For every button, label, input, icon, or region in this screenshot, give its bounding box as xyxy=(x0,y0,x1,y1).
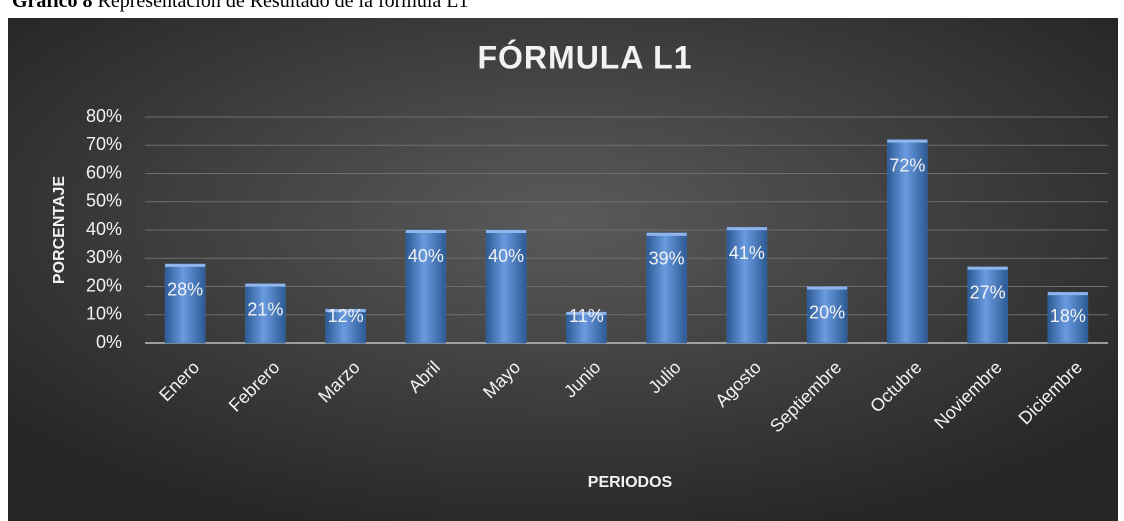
y-tick-label: 30% xyxy=(86,247,122,267)
bar-top xyxy=(726,227,767,231)
data-label: 28% xyxy=(167,280,203,300)
x-axis-title: PERIODOS xyxy=(588,474,673,491)
data-label: 18% xyxy=(1050,306,1086,326)
y-tick-label: 20% xyxy=(86,275,122,295)
bar-top xyxy=(566,311,607,315)
data-label: 11% xyxy=(569,306,604,326)
data-label: 40% xyxy=(488,246,524,266)
bar-top xyxy=(245,283,286,287)
y-tick-label: 80% xyxy=(86,106,122,126)
bar-top xyxy=(325,309,366,313)
caption-text: Representación de Resultado de la fórmul… xyxy=(97,0,469,12)
caption: Gráfico 8 Representación de Resultado de… xyxy=(12,0,469,13)
bar xyxy=(1047,291,1089,344)
y-tick-label: 60% xyxy=(86,162,122,182)
bar xyxy=(726,226,768,344)
data-label: 40% xyxy=(408,246,444,266)
y-tick-label: 40% xyxy=(86,219,122,239)
chart-title: FÓRMULA L1 xyxy=(477,39,692,75)
data-label: 39% xyxy=(649,249,685,269)
bar-top xyxy=(807,286,848,290)
y-tick-label: 10% xyxy=(86,304,122,324)
bar-top xyxy=(165,263,206,267)
bar xyxy=(806,286,848,344)
bar xyxy=(566,311,607,344)
y-tick-label: 70% xyxy=(86,134,122,154)
y-tick-label: 0% xyxy=(96,332,122,352)
data-label: 41% xyxy=(729,243,765,263)
data-label: 72% xyxy=(889,155,925,175)
bar-top xyxy=(887,139,928,143)
bar xyxy=(164,263,206,344)
data-label: 20% xyxy=(809,302,845,322)
bar-top xyxy=(405,230,446,233)
bar-top xyxy=(646,232,687,236)
y-tick-label: 50% xyxy=(86,191,122,211)
bar xyxy=(485,229,527,344)
y-axis-title: PORCENTAJE xyxy=(51,176,68,284)
bar-top xyxy=(967,266,1008,270)
bar xyxy=(405,229,447,344)
data-label: 21% xyxy=(247,299,283,319)
caption-label: Gráfico 8 xyxy=(12,0,93,12)
bar-top xyxy=(1047,292,1088,296)
bar xyxy=(887,139,928,344)
bar xyxy=(646,232,687,344)
bar-top xyxy=(486,230,527,233)
data-label: 27% xyxy=(970,282,1006,302)
data-label: 12% xyxy=(328,306,364,326)
bar xyxy=(967,266,1008,344)
